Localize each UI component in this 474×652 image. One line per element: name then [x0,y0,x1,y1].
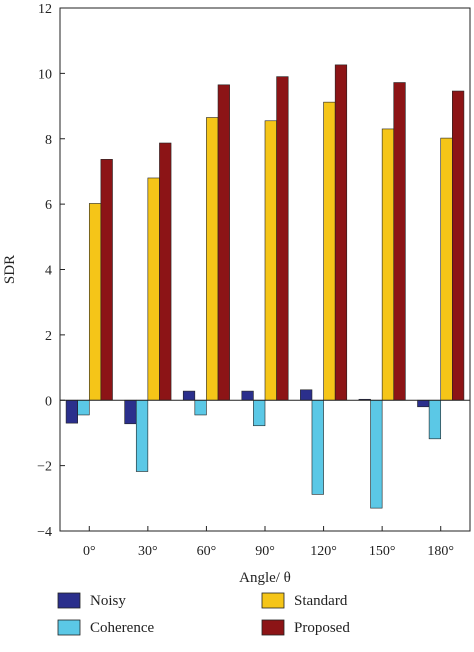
legend-label-standard: Standard [294,593,348,609]
bar-noisy-6 [417,399,430,408]
x-tick-label: 180° [427,544,454,559]
bar-standard-2 [206,117,219,401]
bar-noisy-2 [182,390,196,401]
bar-standard-6 [440,137,453,401]
legend-label-proposed: Proposed [294,620,350,636]
y-axis-title: SDR [2,255,18,284]
bar-noisy-1 [124,399,137,425]
legend-label-noisy: Noisy [90,593,126,609]
bar-coherence-1 [135,399,149,472]
plot-frame [59,7,471,532]
bar-proposed-2 [217,84,230,401]
legend-swatch-proposed [261,619,285,636]
y-tick-label: 2 [45,329,52,344]
bar-standard-0 [88,203,102,401]
legend-swatch-noisy [57,592,81,609]
bar-noisy-0 [65,399,78,424]
legend-swatch-standard [261,592,285,609]
y-tick-label: 4 [45,264,52,279]
bar-proposed-0 [100,159,113,401]
bar-standard-1 [147,177,160,401]
x-tick-label: 30° [138,544,158,559]
x-tick-label: 60° [197,544,217,559]
bar-proposed-3 [276,76,289,401]
bar-coherence-0 [77,399,90,416]
y-tick-label: 10 [38,67,52,82]
bar-coherence-5 [370,399,383,509]
bar-proposed-1 [159,142,172,401]
bar-standard-5 [381,128,395,401]
bar-proposed-5 [393,82,406,401]
legend-swatch-coherence [57,619,81,636]
y-tick-label: −4 [37,525,52,540]
x-tick-label: 150° [369,544,396,559]
bars-layer [65,64,465,509]
y-tick-label: 0 [45,394,52,409]
legend-label-coherence: Coherence [90,620,154,636]
bar-coherence-6 [428,399,442,440]
y-tick-label: −2 [37,460,52,475]
x-axis-title: Angle/ θ [239,570,291,586]
y-tick-label: 6 [45,198,52,213]
y-tick-label: 8 [45,133,52,148]
x-tick-label: 0° [83,544,96,559]
legend: Noisy Coherence Standard Proposed [57,592,350,636]
bar-proposed-4 [334,64,348,401]
x-tick-label: 120° [310,544,337,559]
bar-proposed-6 [452,90,465,401]
y-tick-label: 12 [38,2,52,17]
bar-coherence-2 [194,399,207,416]
x-tick-label: 90° [255,544,275,559]
bar-noisy-3 [241,390,254,401]
bar-standard-4 [323,101,336,401]
bar-coherence-3 [253,399,266,427]
bar-standard-3 [264,120,277,401]
bar-noisy-4 [300,389,313,401]
bar-coherence-4 [311,399,324,495]
